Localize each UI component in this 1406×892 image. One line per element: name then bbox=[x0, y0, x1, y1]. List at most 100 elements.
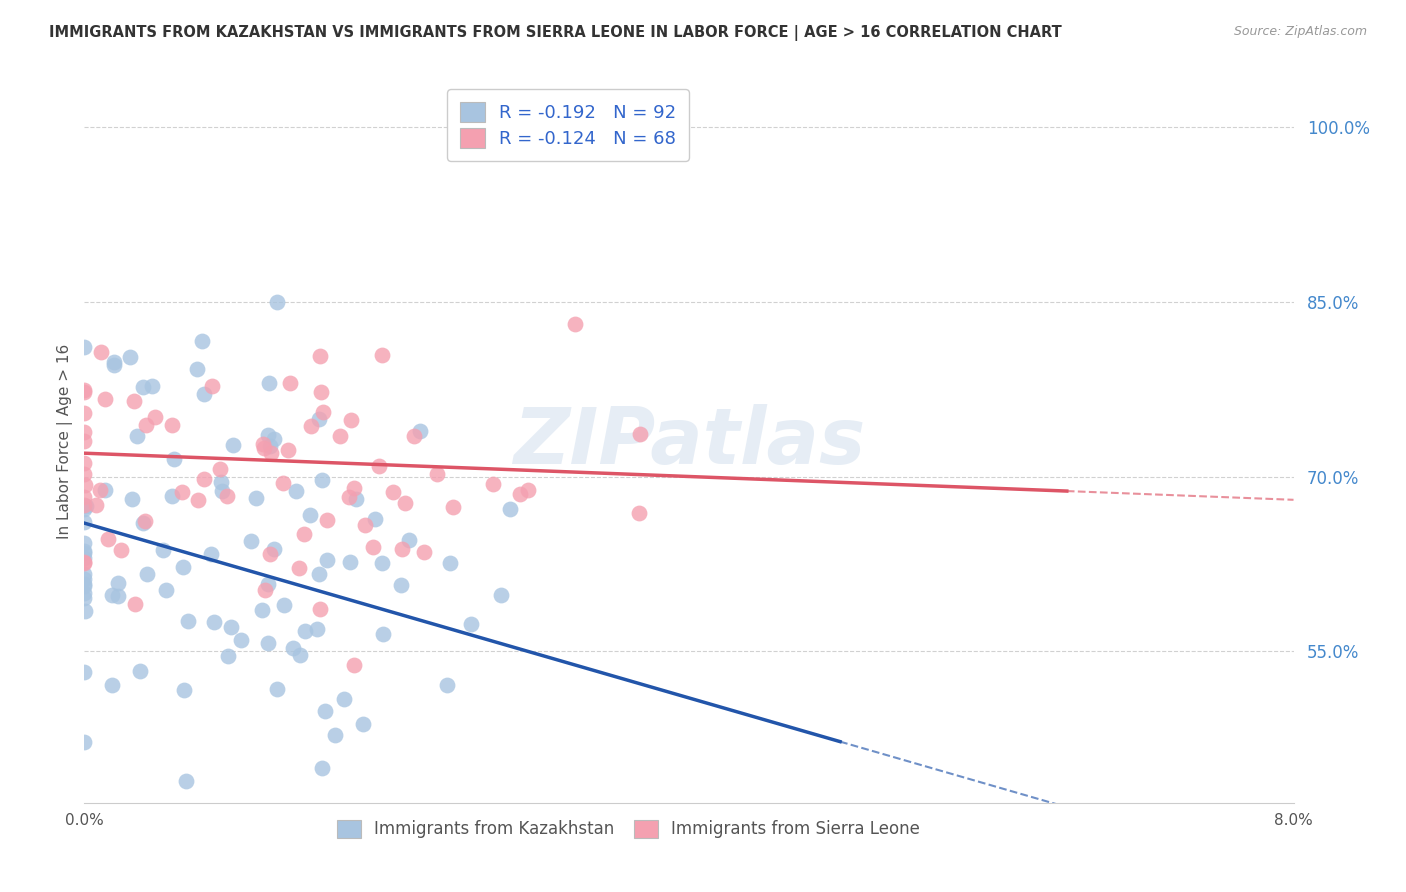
Point bbox=[333, 691, 356, 706]
Point bbox=[193, 387, 215, 401]
Point bbox=[219, 620, 242, 634]
Point bbox=[398, 533, 420, 547]
Point bbox=[371, 348, 394, 362]
Point bbox=[73, 384, 96, 398]
Point bbox=[309, 602, 332, 616]
Point bbox=[217, 649, 239, 664]
Point bbox=[90, 345, 112, 359]
Point bbox=[273, 598, 295, 612]
Point bbox=[200, 547, 222, 561]
Point bbox=[337, 490, 360, 504]
Point bbox=[564, 317, 586, 331]
Point bbox=[439, 556, 461, 570]
Point bbox=[73, 498, 96, 512]
Point bbox=[73, 467, 96, 482]
Point bbox=[73, 550, 96, 565]
Point bbox=[460, 616, 482, 631]
Point bbox=[152, 542, 174, 557]
Point bbox=[215, 489, 238, 503]
Point bbox=[121, 491, 143, 506]
Point bbox=[263, 433, 285, 447]
Point bbox=[389, 578, 412, 592]
Point bbox=[176, 773, 198, 788]
Point bbox=[391, 541, 413, 556]
Point bbox=[73, 665, 96, 679]
Point bbox=[187, 493, 209, 508]
Point bbox=[84, 498, 107, 512]
Point bbox=[129, 664, 152, 678]
Point bbox=[288, 648, 311, 662]
Point bbox=[509, 487, 531, 501]
Point bbox=[240, 533, 263, 548]
Point bbox=[339, 555, 361, 569]
Point bbox=[308, 566, 330, 581]
Point bbox=[329, 428, 352, 442]
Point bbox=[186, 362, 208, 376]
Point bbox=[100, 588, 122, 602]
Point bbox=[110, 542, 132, 557]
Point bbox=[309, 349, 332, 363]
Point bbox=[257, 428, 280, 442]
Point bbox=[73, 557, 96, 571]
Point bbox=[73, 491, 96, 505]
Point bbox=[316, 513, 339, 527]
Point bbox=[94, 392, 117, 406]
Point bbox=[325, 728, 347, 742]
Point bbox=[271, 475, 294, 490]
Point bbox=[100, 677, 122, 691]
Point bbox=[73, 385, 96, 400]
Point bbox=[245, 491, 267, 505]
Point bbox=[73, 555, 96, 569]
Point bbox=[103, 355, 125, 369]
Point bbox=[124, 597, 146, 611]
Point bbox=[361, 540, 384, 554]
Point bbox=[118, 350, 141, 364]
Point bbox=[201, 379, 224, 393]
Point bbox=[208, 461, 231, 475]
Point bbox=[73, 535, 96, 549]
Point bbox=[426, 467, 449, 481]
Point bbox=[371, 627, 394, 641]
Point bbox=[89, 483, 111, 497]
Point bbox=[73, 604, 96, 618]
Point bbox=[254, 582, 277, 597]
Point bbox=[343, 481, 366, 495]
Point bbox=[250, 603, 273, 617]
Point bbox=[628, 506, 651, 520]
Point bbox=[97, 533, 120, 547]
Point bbox=[285, 484, 308, 499]
Point bbox=[311, 473, 333, 487]
Point bbox=[73, 586, 96, 600]
Point bbox=[211, 483, 233, 498]
Point bbox=[266, 294, 288, 309]
Point bbox=[298, 508, 321, 523]
Point bbox=[516, 483, 538, 498]
Text: ZIPatlas: ZIPatlas bbox=[513, 403, 865, 480]
Point bbox=[73, 478, 96, 492]
Point bbox=[259, 547, 281, 561]
Point bbox=[315, 553, 337, 567]
Point bbox=[256, 635, 278, 649]
Point bbox=[367, 459, 389, 474]
Point bbox=[143, 409, 166, 424]
Point bbox=[292, 527, 315, 541]
Point bbox=[294, 624, 316, 638]
Point bbox=[73, 425, 96, 439]
Point bbox=[299, 418, 322, 433]
Point bbox=[132, 516, 155, 530]
Point bbox=[231, 632, 253, 647]
Point bbox=[343, 657, 366, 672]
Point bbox=[193, 472, 215, 486]
Point bbox=[155, 583, 177, 598]
Point bbox=[73, 546, 96, 560]
Point bbox=[491, 588, 513, 602]
Legend: Immigrants from Kazakhstan, Immigrants from Sierra Leone: Immigrants from Kazakhstan, Immigrants f… bbox=[330, 813, 927, 845]
Point bbox=[314, 704, 336, 718]
Point bbox=[73, 456, 96, 470]
Point bbox=[312, 405, 335, 419]
Point bbox=[287, 561, 309, 575]
Point bbox=[103, 358, 125, 372]
Point bbox=[481, 476, 503, 491]
Point bbox=[409, 424, 432, 438]
Point bbox=[73, 515, 96, 529]
